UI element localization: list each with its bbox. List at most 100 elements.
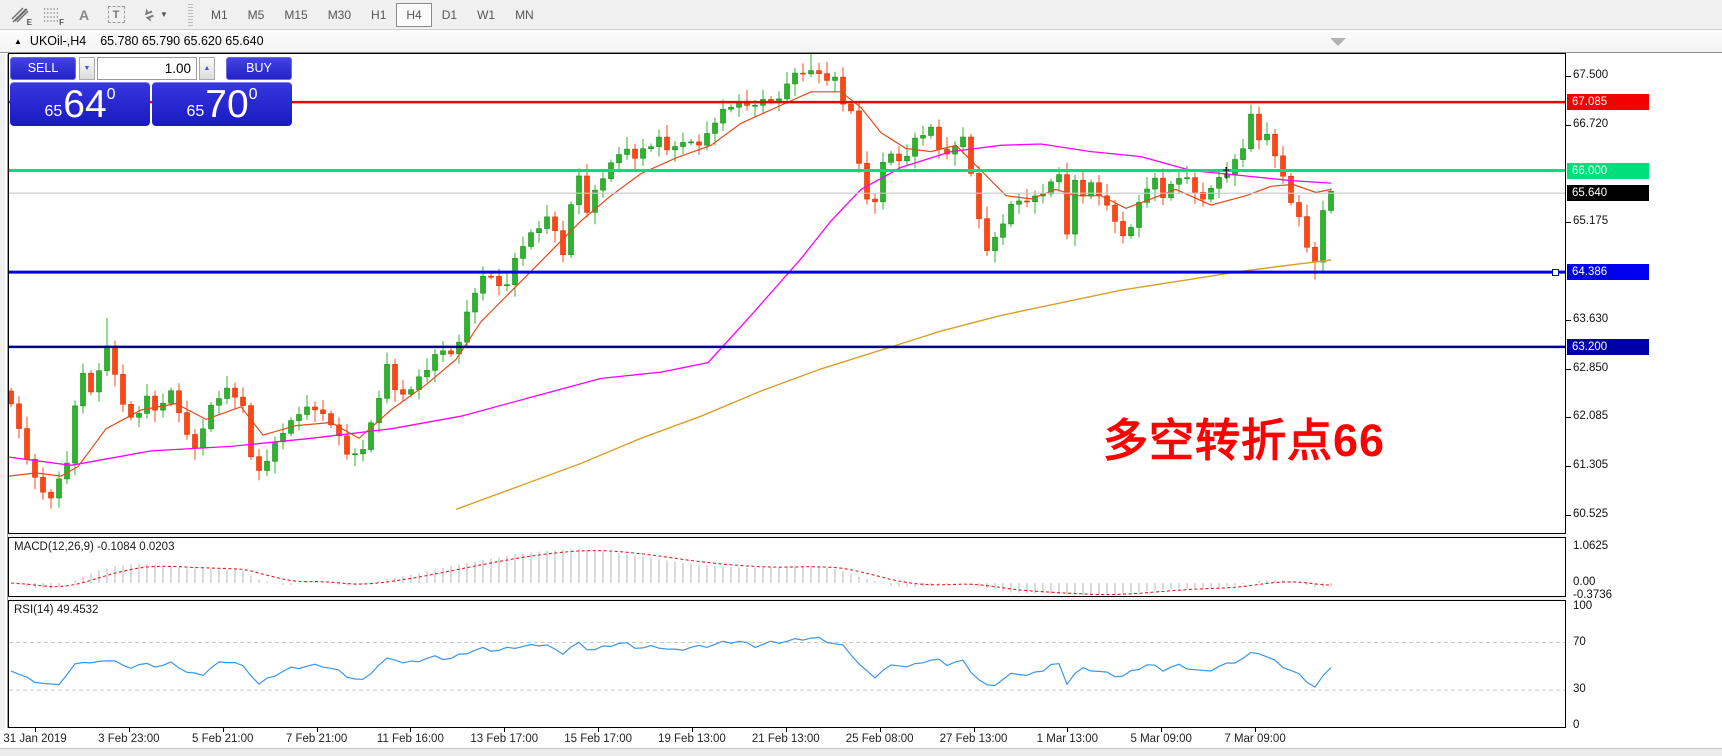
price-tick-label: 67.500 (1565, 69, 1609, 81)
hline-handle[interactable] (1552, 269, 1559, 276)
rsi-value: 49.4532 (56, 604, 99, 616)
text-tool-button[interactable]: A (70, 3, 98, 27)
date-label: 19 Feb 13:00 (658, 733, 726, 745)
volume-increase-button[interactable]: ▲ (199, 57, 215, 80)
date-label: 21 Feb 13:00 (751, 733, 820, 745)
macd-axis-label: 1.0625 (1573, 539, 1609, 552)
rsi-axis-label: 0 (1573, 718, 1580, 731)
fibonacci-grid-icon (44, 7, 60, 22)
text-tool-icon: A (78, 6, 90, 23)
sell-button[interactable]: SELL (10, 57, 76, 80)
macd-axis-label: 0.00 (1573, 576, 1596, 588)
buy-price-small: 65 (186, 103, 205, 120)
macd-values: -0.1084 0.0203 (97, 541, 175, 553)
chart-title-strip[interactable]: ▲ UKOil-,H4 65.780 65.790 65.620 65.640 (0, 30, 1722, 53)
price-axis[interactable]: 67.500 66.720 65.175 63.630 62.850 62.085 61.3… (1565, 53, 1722, 731)
one-click-trading-panel: SELL ▼ ▲ BUY 65 64 0 65 70 0 (10, 57, 292, 126)
main-chart-panel[interactable] (8, 53, 1566, 534)
date-tick (598, 728, 600, 732)
chart-shift-marker-icon[interactable] (1330, 38, 1346, 46)
timeframe-group: M1 M5 M15 M30 H1 H4 D1 W1 MN (201, 2, 544, 27)
sell-price-display[interactable]: 65 64 0 (10, 82, 150, 126)
equidistant-channel-icon (11, 7, 29, 22)
price-tick-label: 63.630 (1565, 312, 1609, 325)
chart-symbol-title: UKOil-,H4 (29, 34, 87, 48)
arrows-icon (144, 7, 154, 22)
timeframe-button-m5[interactable]: M5 (247, 7, 265, 22)
date-label: 7 Feb 21:00 (285, 733, 348, 745)
window-bottom-edge (0, 748, 1722, 756)
date-label: 31 Jan 2019 (3, 733, 67, 745)
sell-price-small: 65 (44, 103, 63, 120)
price-tick-label: 61.305 (1565, 459, 1609, 472)
toolbar-separator[interactable] (188, 3, 193, 26)
arrows-tool-button[interactable]: ▼ (134, 3, 174, 27)
date-tick (879, 728, 881, 732)
window-left-edge (0, 54, 8, 748)
date-tick (1067, 728, 1069, 732)
date-label: 27 Feb 13:00 (939, 733, 1008, 745)
date-label: 7 Mar 09:00 (1224, 733, 1286, 745)
sell-price-big: 64 (63, 82, 107, 126)
timeframe-button-d1[interactable]: D1 (441, 7, 458, 22)
timeframe-button-m1[interactable]: M1 (211, 7, 228, 22)
macd-canvas[interactable] (9, 538, 1565, 596)
buy-button[interactable]: BUY (226, 57, 292, 80)
timeframe-button-m30[interactable]: M30 (327, 7, 352, 22)
date-tick (35, 728, 36, 732)
toolbar: E F A T ▼ M1 M5 M15 M30 H1 H4 D1 W1 MN (0, 0, 1722, 30)
date-label: 11 Feb 16:00 (376, 733, 444, 745)
rsi-axis-label: 100 (1573, 599, 1593, 612)
macd-axis-label: -0.3736 (1573, 588, 1613, 601)
rsi-canvas[interactable] (9, 601, 1565, 727)
timeframe-button-h4[interactable]: H4 (396, 2, 432, 27)
collapse-marker-icon[interactable]: ▲ (14, 36, 22, 46)
volume-input[interactable] (97, 57, 197, 80)
date-tick (785, 728, 787, 732)
time-axis[interactable]: 31 Jan 2019 3 Feb 23:00 5 Feb 21:00 7 Feb 2… (0, 728, 1722, 748)
date-label: 25 Feb 08:00 (845, 733, 914, 745)
date-tick (1255, 728, 1257, 732)
date-tick (222, 728, 224, 732)
date-tick (691, 728, 693, 732)
price-badge: 65.640 (1567, 185, 1649, 202)
date-tick (973, 728, 975, 732)
price-tick-label: 65.175 (1565, 215, 1609, 228)
price-tick-label: 60.525 (1565, 508, 1609, 521)
panel-splitter-2[interactable] (0, 597, 1722, 600)
text-label-icon: T (107, 6, 125, 23)
macd-label: MACD(12,26,9) -0.1084 0.0203 (14, 541, 175, 553)
equidistant-channel-tool-button[interactable]: E (6, 3, 34, 27)
buy-price-display[interactable]: 65 70 0 (152, 82, 292, 126)
main-chart-canvas[interactable] (9, 54, 1565, 533)
date-label: 3 Feb 23:00 (98, 733, 160, 745)
date-label: 15 Feb 17:00 (564, 733, 632, 745)
timeframe-button-w1[interactable]: W1 (477, 7, 496, 22)
price-badge: 67.085 (1567, 94, 1649, 111)
date-label: 13 Feb 17:00 (470, 733, 539, 745)
timeframe-button-m15[interactable]: M15 (284, 7, 308, 22)
buy-price-big: 70 (205, 82, 249, 126)
price-tick-label: 66.720 (1565, 118, 1609, 131)
text-label-tool-button[interactable]: T (102, 3, 130, 27)
date-label: 5 Feb 21:00 (191, 733, 254, 745)
ohlc-values: 65.780 65.790 65.620 65.640 (100, 34, 264, 48)
date-tick (504, 728, 506, 732)
price-badge: 64.386 (1567, 264, 1649, 281)
chart-annotation-text: 多空转折点66 (1103, 415, 1386, 466)
timeframe-button-h1[interactable]: H1 (371, 7, 387, 22)
date-tick (316, 728, 318, 732)
fibonacci-grid-tool-button[interactable]: F (38, 3, 66, 27)
rsi-panel[interactable] (8, 600, 1566, 728)
rsi-axis-label: 30 (1573, 683, 1586, 696)
macd-panel[interactable] (8, 537, 1566, 597)
buy-price-sup: 0 (248, 86, 258, 103)
date-tick (410, 728, 412, 732)
price-badge: 66.000 (1567, 162, 1649, 179)
price-tick-label: 62.085 (1565, 410, 1609, 423)
volume-decrease-button[interactable]: ▼ (79, 57, 95, 80)
panel-splitter-1[interactable] (0, 534, 1722, 537)
timeframe-button-mn[interactable]: MN (515, 7, 534, 22)
date-tick (1161, 728, 1163, 732)
